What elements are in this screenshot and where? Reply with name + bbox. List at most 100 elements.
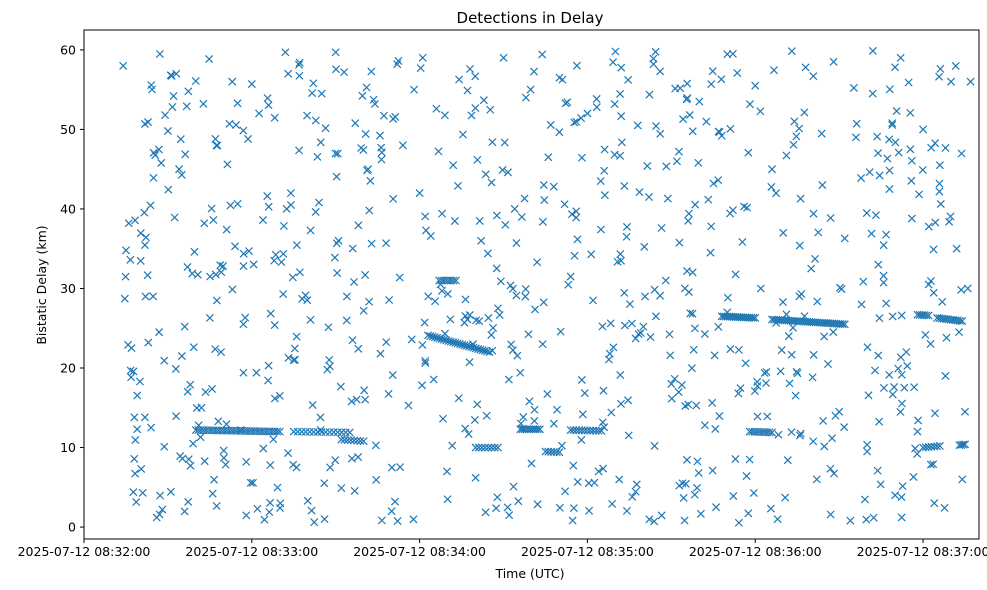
data-point [783, 456, 792, 465]
data-point [530, 416, 539, 425]
data-point [679, 115, 688, 124]
data-point [533, 258, 542, 267]
data-point [325, 355, 334, 364]
data-point [594, 426, 603, 435]
data-point [915, 190, 924, 199]
data-point [199, 99, 208, 108]
data-point [333, 428, 342, 437]
data-point [863, 343, 872, 352]
data-point [773, 515, 782, 524]
data-point [632, 480, 641, 489]
data-point [421, 358, 430, 368]
data-point [332, 239, 341, 248]
data-point [787, 350, 796, 359]
data-point [564, 280, 573, 289]
data-point [885, 185, 894, 194]
data-point [156, 491, 165, 500]
data-point [492, 211, 501, 220]
data-point [772, 318, 781, 327]
data-point [670, 374, 679, 383]
data-point [266, 498, 275, 507]
x-tick-label: 2025-07-12 08:36:00 [689, 544, 822, 559]
data-point [270, 394, 279, 403]
data-point [600, 423, 609, 432]
data-point [416, 64, 425, 73]
data-point [897, 370, 906, 379]
data-point [667, 379, 676, 388]
data-point [361, 395, 370, 404]
data-point [641, 292, 650, 301]
data-point [888, 120, 897, 130]
data-point [896, 353, 905, 362]
data-point [888, 390, 897, 399]
data-point [702, 117, 711, 126]
data-point [627, 319, 636, 328]
data-point [448, 441, 457, 450]
data-point [963, 284, 972, 293]
data-point [404, 401, 413, 410]
data-point [826, 213, 835, 223]
y-tick-label: 40 [60, 201, 76, 216]
data-point [874, 260, 883, 269]
data-point [734, 518, 743, 527]
data-point [440, 329, 449, 338]
data-point [149, 173, 158, 182]
data-point [906, 108, 915, 117]
data-point [352, 395, 361, 404]
data-point [361, 129, 370, 138]
data-point [410, 85, 419, 94]
data-point [553, 405, 562, 414]
data-point [164, 185, 173, 194]
data-point [421, 212, 430, 221]
data-point [598, 322, 607, 331]
data-point [306, 315, 315, 324]
scatter-points [119, 46, 975, 527]
x-tick-label: 2025-07-12 08:34:00 [353, 544, 486, 559]
data-point [331, 456, 340, 465]
data-point [297, 427, 306, 436]
data-point [140, 413, 150, 422]
y-tick-label: 0 [68, 520, 76, 535]
data-point [465, 64, 474, 73]
data-point [882, 230, 891, 239]
data-point [242, 457, 251, 466]
data-point [616, 151, 625, 160]
data-point [472, 316, 481, 325]
data-point [957, 285, 966, 294]
data-point [426, 331, 435, 341]
data-point [481, 443, 490, 452]
data-point [708, 466, 717, 475]
data-point [926, 339, 935, 348]
data-point [570, 118, 579, 127]
data-point [873, 466, 882, 475]
data-point [650, 517, 659, 526]
data-point [430, 333, 439, 342]
data-point [252, 368, 261, 377]
data-point [351, 119, 360, 128]
data-point [711, 424, 720, 434]
data-point [279, 290, 288, 299]
data-point [512, 239, 521, 248]
data-point [922, 311, 931, 320]
data-point [714, 176, 723, 185]
data-point [358, 91, 367, 100]
data-point [121, 246, 130, 255]
data-point [181, 150, 190, 159]
data-point [362, 83, 371, 92]
data-point [875, 417, 884, 426]
data-point [577, 114, 586, 123]
data-point [290, 355, 299, 364]
data-point [890, 63, 900, 72]
data-point [684, 400, 693, 409]
data-point [763, 412, 772, 421]
data-point [308, 400, 317, 410]
data-point [478, 346, 487, 355]
data-point [393, 517, 402, 526]
data-point [688, 268, 697, 277]
data-point [177, 352, 186, 361]
data-point [371, 441, 380, 450]
data-point [228, 285, 237, 294]
data-point [184, 497, 193, 506]
data-point [141, 233, 151, 242]
data-point [475, 317, 484, 326]
